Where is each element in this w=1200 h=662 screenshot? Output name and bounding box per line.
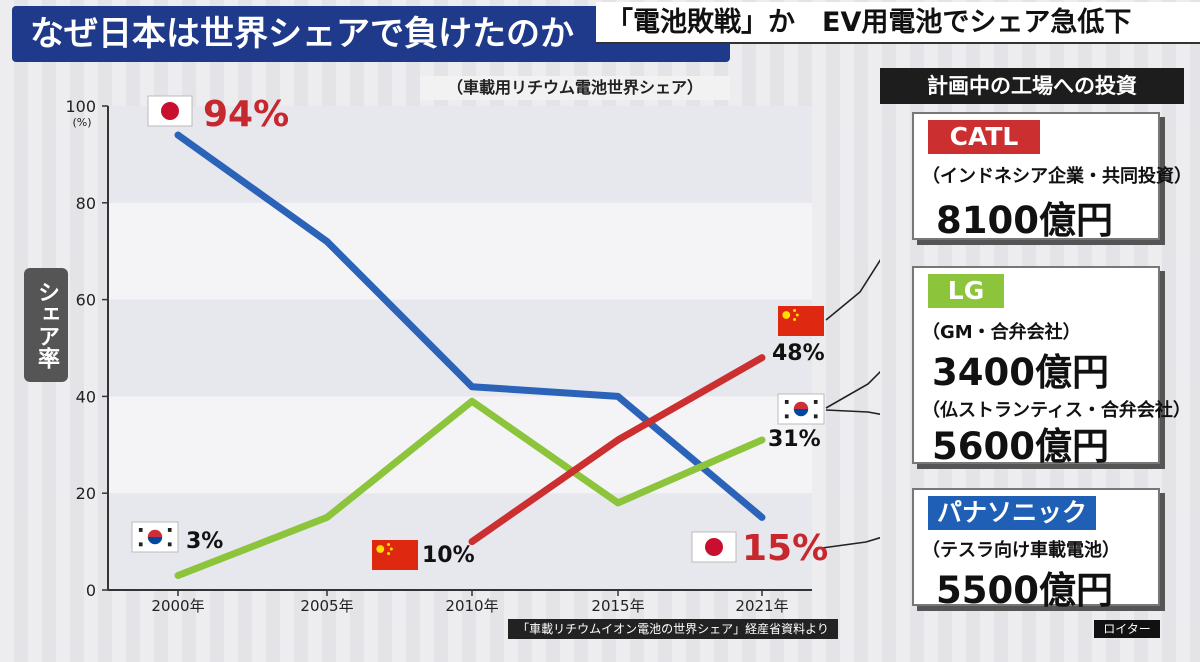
callout-lg-gm bbox=[825, 370, 880, 409]
flag-star bbox=[376, 545, 385, 553]
flag-star bbox=[795, 313, 799, 317]
callout-lg-stellantis bbox=[825, 409, 880, 415]
y-tick-label: 0 bbox=[86, 581, 96, 600]
flag-trigram bbox=[784, 414, 789, 419]
catl-box: CATL （インドネシア企業・共同投資） 8100億円 bbox=[912, 112, 1192, 242]
china-flag-icon bbox=[372, 540, 418, 570]
panasonic-badge: パナソニック bbox=[928, 496, 1096, 530]
value-label: 48% bbox=[772, 341, 825, 366]
lg-stellantis-amount: 5600億円 bbox=[932, 425, 1109, 468]
japan-flag-icon bbox=[691, 531, 737, 563]
series-line-korea bbox=[174, 397, 766, 579]
panasonic-box: パナソニック （テスラ向け車載電池） 5500億円 bbox=[912, 488, 1160, 612]
x-tick-label: 2015年 bbox=[591, 597, 644, 615]
y-tick-label: 60 bbox=[76, 291, 96, 310]
series-line-china bbox=[468, 354, 766, 546]
lg-badge: LG bbox=[928, 274, 1004, 308]
lg-box: LG （GM・合弁会社） 3400億円 （仏ストランティス・合弁会社） 5600… bbox=[912, 266, 1191, 468]
x-tick-label: 2021年 bbox=[735, 597, 788, 615]
source-note: 「車載リチウムイオン電池の世界シェア」経産省資料より bbox=[508, 619, 838, 639]
chart-subtitle: （車載用リチウム電池世界シェア） bbox=[420, 76, 730, 100]
lg-gm-desc: （GM・合弁会社） bbox=[922, 322, 1081, 343]
lg-stellantis-desc: （仏ストランティス・合弁会社） bbox=[922, 400, 1191, 421]
headline: なぜ日本は世界シェアで負けたのか bbox=[12, 6, 730, 62]
lg-gm-amount: 3400億円 bbox=[932, 351, 1109, 394]
grid-band bbox=[108, 106, 812, 203]
flag-taeguk-bottom bbox=[793, 409, 809, 417]
flag-taeguk-top bbox=[793, 401, 809, 409]
flag-trigram bbox=[138, 528, 143, 532]
chart-grid bbox=[108, 106, 812, 590]
flag-trigram bbox=[167, 528, 172, 532]
line-chart: 0 20 40 60 80 100(%) 2000年 2005年 2010年 2015年 2021年… bbox=[65, 94, 880, 615]
flag-star bbox=[387, 543, 391, 546]
flag-star bbox=[387, 552, 391, 555]
panasonic-amount: 5500億円 bbox=[936, 569, 1113, 612]
value-label: 10% bbox=[422, 543, 475, 568]
y-tick-label: 100 bbox=[65, 97, 96, 116]
value-label: 15% bbox=[742, 528, 828, 569]
panasonic-desc: （テスラ向け車載電池） bbox=[922, 540, 1120, 561]
flag-trigram bbox=[138, 542, 143, 547]
flag-star bbox=[389, 547, 393, 551]
catl-badge: CATL bbox=[928, 120, 1040, 154]
x-tick-label: 2005年 bbox=[300, 597, 353, 615]
flag-trigram bbox=[167, 542, 172, 547]
flag-taeguk-top bbox=[147, 529, 163, 537]
grid-band bbox=[108, 299, 812, 397]
callout-panasonic bbox=[821, 536, 880, 549]
chart-series bbox=[174, 131, 766, 579]
investment-panel-title: 計画中の工場への投資 bbox=[880, 68, 1184, 104]
flag-field bbox=[372, 540, 418, 570]
callout-connectors bbox=[821, 258, 880, 549]
y-unit-label: (%) bbox=[72, 116, 91, 129]
x-tick-label: 2000年 bbox=[151, 597, 204, 615]
value-label: 31% bbox=[768, 427, 821, 452]
y-tick-label: 40 bbox=[76, 387, 96, 406]
flag-star bbox=[793, 318, 797, 321]
y-axis-title: シェア率 bbox=[24, 268, 68, 382]
top-banner: 「電池敗戦」か EV用電池でシェア急低下 bbox=[596, 2, 1200, 44]
flag-field bbox=[778, 306, 824, 336]
value-label: 94% bbox=[203, 94, 289, 135]
credit-reuters: ロイター bbox=[1094, 620, 1160, 638]
korea-flag-icon bbox=[777, 393, 825, 425]
flag-trigram bbox=[813, 400, 818, 404]
flag-trigram bbox=[813, 414, 818, 419]
chart-axes: 0 20 40 60 80 100(%) 2000年 2005年 2010年 2015年 2021年 bbox=[65, 97, 812, 615]
flag-sun bbox=[705, 538, 723, 556]
catl-amount: 8100億円 bbox=[936, 199, 1113, 242]
chart-annotations: 94% 3% 10% 48% 31% 15% bbox=[131, 94, 828, 570]
catl-desc: （インドネシア企業・共同投資） bbox=[922, 166, 1192, 187]
flag-star bbox=[782, 311, 791, 319]
china-flag-icon bbox=[778, 306, 824, 336]
x-tick-label: 2010年 bbox=[445, 597, 498, 615]
callout-catl bbox=[825, 258, 880, 321]
flag-star bbox=[793, 309, 797, 312]
flag-trigram bbox=[784, 400, 789, 404]
series-line-japan bbox=[174, 131, 766, 521]
value-label: 3% bbox=[186, 529, 223, 554]
japan-flag-icon bbox=[147, 95, 193, 127]
y-tick-label: 20 bbox=[76, 484, 96, 503]
korea-flag-icon bbox=[131, 521, 179, 553]
y-tick-label: 80 bbox=[76, 194, 96, 213]
flag-taeguk-bottom bbox=[147, 537, 163, 545]
flag-sun bbox=[161, 102, 179, 120]
